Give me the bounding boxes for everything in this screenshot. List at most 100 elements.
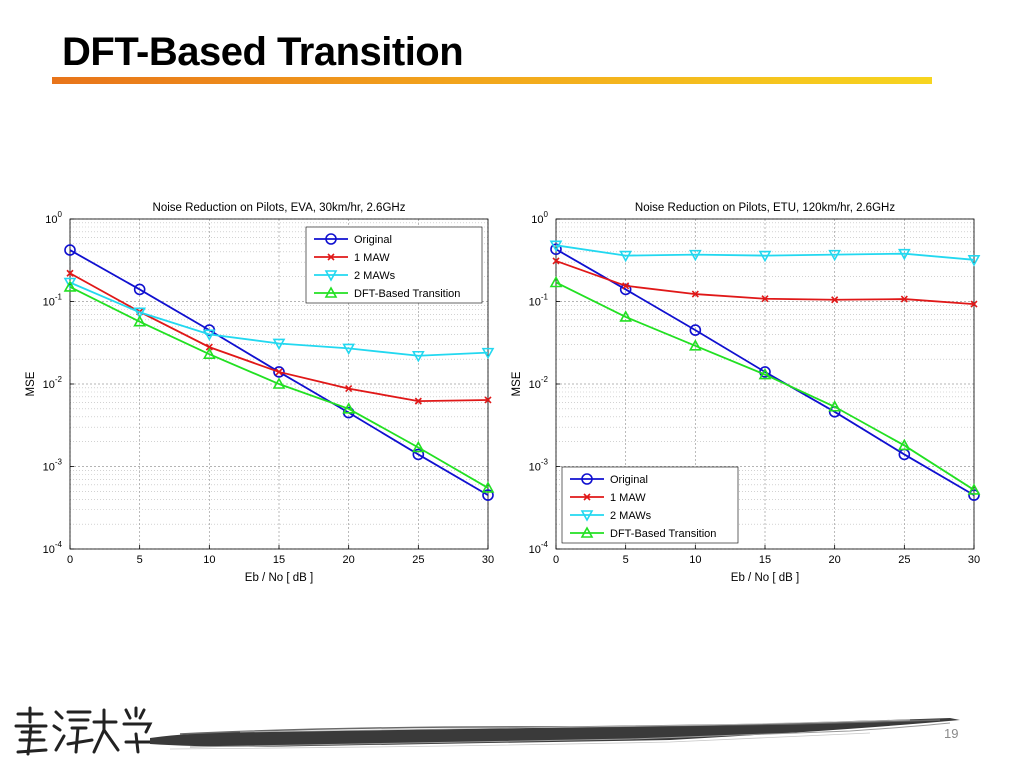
x-tick-label: 10	[203, 554, 215, 566]
data-point-2-maws	[758, 250, 772, 263]
data-point-original	[133, 283, 146, 296]
y-tick-label: 100	[531, 210, 548, 226]
series-2-maws	[549, 240, 981, 267]
x-tick-label: 25	[412, 554, 424, 566]
series-line-2-maws	[69, 281, 489, 357]
x-tick-label: 20	[829, 554, 841, 566]
y-axis-label: MSE	[25, 371, 37, 396]
legend-label-original: Original	[354, 234, 392, 246]
data-point-2-maws	[272, 338, 286, 351]
y-tick-base: 10	[43, 379, 55, 391]
data-point-2-maws	[411, 350, 425, 363]
data-point-1-maw	[831, 296, 839, 304]
legend: Original 1 MAW 2 MAWs DFT-Based Transition	[561, 466, 739, 544]
series-dft-based-transition	[549, 275, 981, 495]
y-tick-label: 10-1	[43, 293, 63, 309]
x-tick-label: 30	[968, 554, 980, 566]
data-point-1-maw	[275, 368, 283, 376]
data-point-1-maw	[552, 257, 560, 265]
data-point-original	[482, 489, 494, 501]
data-point-original	[689, 324, 702, 336]
y-tick-exponent: -4	[541, 540, 549, 549]
series-line-2-maws	[555, 244, 975, 261]
x-tick-label: 25	[898, 554, 910, 566]
title-underline	[52, 77, 932, 84]
data-point-dft-based-transition	[202, 347, 216, 359]
x-axis-label: Eb / No [ dB ]	[245, 572, 313, 584]
y-tick-exponent: -1	[541, 293, 549, 302]
chart-title: Noise Reduction on Pilots, ETU, 120km/hr…	[635, 202, 895, 214]
university-logo	[14, 706, 153, 756]
data-point-dft-based-transition	[272, 377, 286, 389]
data-point-original	[550, 243, 562, 256]
legend-label-dft-based-transition: DFT-Based Transition	[610, 528, 716, 540]
data-point-2-maws	[481, 347, 495, 360]
data-point-dft-based-transition	[828, 400, 842, 412]
legend-marker-original	[325, 233, 337, 245]
x-axis-label: Eb / No [ dB ]	[731, 572, 799, 584]
data-point-2-maws	[897, 248, 911, 261]
x-tick-label: 20	[343, 554, 355, 566]
data-point-2-maws	[549, 240, 563, 252]
y-tick-base: 10	[531, 214, 543, 226]
data-point-1-maw	[900, 295, 908, 303]
x-tick-label: 5	[137, 554, 143, 566]
y-tick-label: 100	[45, 210, 62, 226]
data-point-2-maws	[133, 307, 147, 319]
data-point-dft-based-transition	[758, 367, 772, 380]
series-line-original	[555, 248, 975, 496]
data-point-1-maw	[761, 295, 769, 303]
y-tick-base: 10	[43, 297, 55, 309]
y-tick-label: 10-2	[529, 375, 549, 391]
legend-label-2-maws: 2 MAWs	[354, 270, 396, 282]
legend-marker-2-maws	[580, 510, 594, 522]
legend-label-dft-based-transition: DFT-Based Transition	[354, 288, 460, 300]
data-point-1-maw	[691, 290, 699, 298]
data-point-2-maws	[202, 329, 216, 341]
data-point-2-maws	[342, 343, 356, 356]
data-point-1-maw	[622, 282, 630, 290]
data-point-original	[619, 283, 632, 296]
legend: Original 1 MAW 2 MAWs DFT-Based Transition	[305, 226, 483, 304]
y-tick-base: 10	[43, 462, 55, 474]
y-tick-label: 10-4	[529, 540, 549, 556]
y-tick-exponent: -2	[55, 375, 63, 384]
page-number: 19	[944, 726, 959, 741]
data-point-dft-based-transition	[63, 280, 77, 292]
slide-title: DFT-Based Transition	[62, 30, 464, 74]
data-point-1-maw	[66, 269, 74, 277]
y-tick-exponent: -4	[55, 540, 63, 549]
x-tick-label: 15	[759, 554, 771, 566]
data-point-original	[968, 489, 980, 501]
y-tick-exponent: -3	[55, 458, 63, 467]
chart-title: Noise Reduction on Pilots, EVA, 30km/hr,…	[153, 202, 406, 214]
legend-label-original: Original	[610, 474, 648, 486]
legend-label-1-maw: 1 MAW	[610, 492, 646, 504]
data-point-original	[273, 366, 285, 378]
legend-marker-dft-based-transition	[324, 286, 338, 298]
legend-label-1-maw: 1 MAW	[354, 252, 390, 264]
legend-marker-2-maws	[324, 270, 338, 282]
y-tick-base: 10	[529, 379, 541, 391]
y-tick-exponent: -1	[55, 293, 63, 302]
x-tick-label: 5	[623, 554, 629, 566]
legend-marker-dft-based-transition	[580, 526, 594, 538]
series-1-maw	[552, 257, 978, 308]
data-point-1-maw	[345, 385, 353, 393]
data-point-1-maw	[970, 300, 978, 308]
data-point-dft-based-transition	[619, 310, 633, 322]
data-point-1-maw	[205, 343, 213, 351]
data-point-dft-based-transition	[897, 438, 911, 451]
data-point-dft-based-transition	[967, 483, 981, 495]
legend-marker-original	[581, 473, 593, 485]
y-tick-label: 10-3	[43, 458, 63, 474]
y-tick-label: 10-1	[529, 293, 549, 309]
data-point-original	[412, 448, 425, 461]
legend-label-2-maws: 2 MAWs	[610, 510, 652, 522]
series-original	[550, 243, 980, 501]
data-point-2-maws	[63, 277, 77, 290]
y-tick-label: 10-3	[529, 458, 549, 474]
data-point-2-maws	[828, 249, 842, 262]
y-tick-exponent: 0	[58, 210, 63, 219]
